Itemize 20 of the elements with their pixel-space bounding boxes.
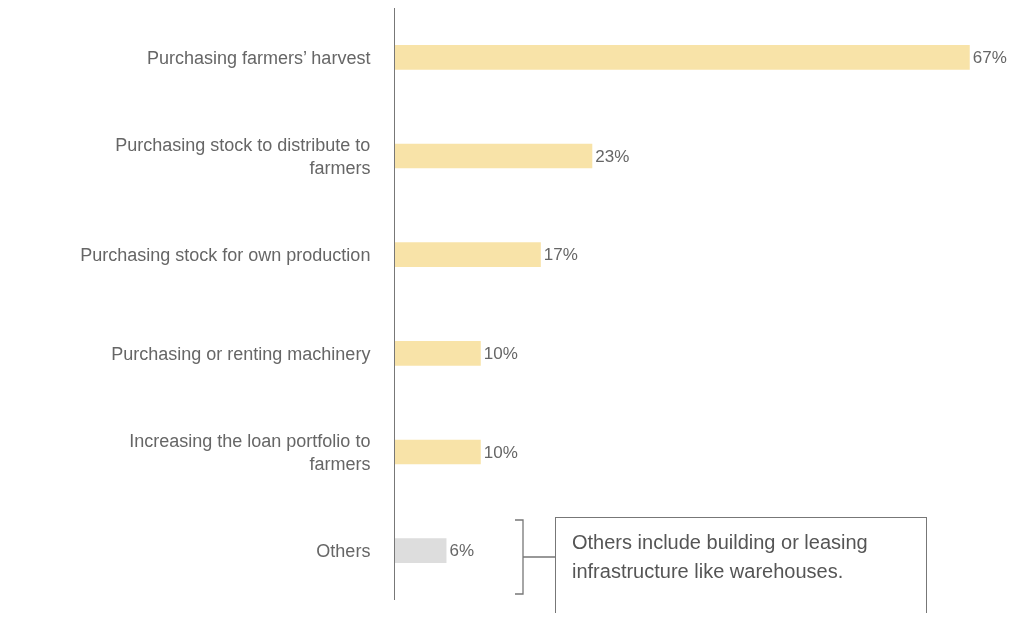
data-label: 23% bbox=[595, 146, 630, 166]
y-tick-label: Purchasing farmers’ harvest bbox=[146, 47, 371, 68]
bar bbox=[395, 341, 481, 366]
data-label: 10% bbox=[483, 442, 518, 462]
bar bbox=[395, 538, 447, 563]
data-label: 10% bbox=[483, 343, 518, 363]
y-tick-label: Purchasing stock to distribute to farmers bbox=[115, 134, 371, 178]
data-label: 6% bbox=[449, 541, 475, 561]
y-tick-label: Increasing the loan portfolio to farmers bbox=[129, 430, 371, 474]
bar bbox=[395, 143, 593, 169]
annotation: Others include building or leasing infrastructure like warehouses. bbox=[572, 530, 869, 584]
bar bbox=[395, 242, 541, 267]
data-label: 67% bbox=[972, 47, 1007, 67]
text-box: Others include building or leasing infrastructure like warehouses. bbox=[555, 517, 927, 613]
bar bbox=[395, 439, 481, 465]
bar bbox=[395, 45, 970, 70]
data-label: 17% bbox=[543, 245, 578, 265]
y-tick-label: Others bbox=[316, 540, 371, 561]
y-tick-label: Purchasing stock for own production bbox=[80, 244, 371, 265]
y-tick-label: Purchasing or renting machinery bbox=[111, 343, 371, 364]
